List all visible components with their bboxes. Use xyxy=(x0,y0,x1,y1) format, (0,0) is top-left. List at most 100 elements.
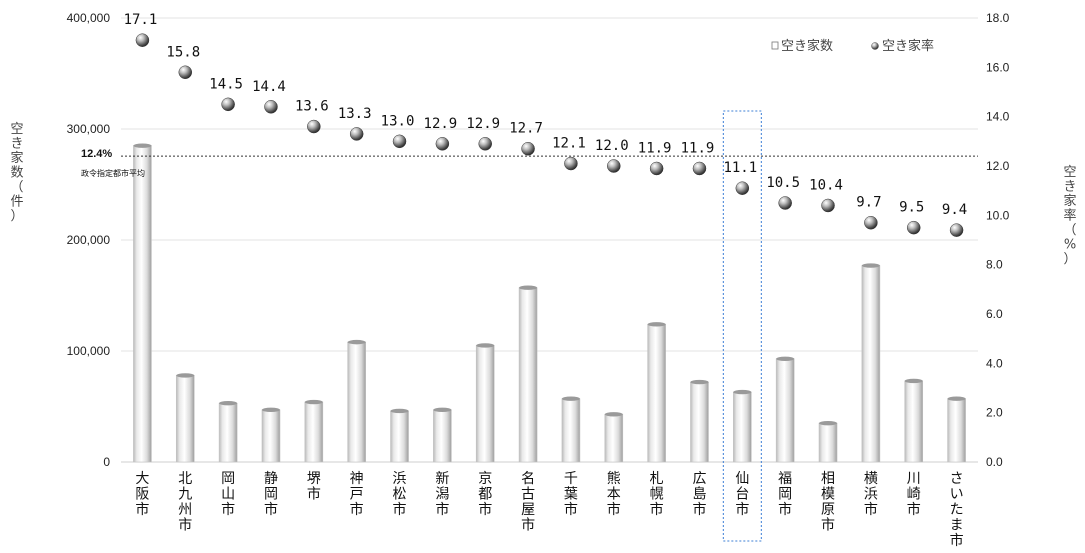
legend-bar-swatch xyxy=(771,41,779,50)
bar-top xyxy=(133,143,152,148)
category-label: 名古屋市 xyxy=(521,471,535,534)
rate-point xyxy=(435,137,450,151)
legend-point-label: 空き家率 xyxy=(882,38,934,54)
axis-labels: 空き家数（件） 空き家率（%） xyxy=(10,122,1076,267)
rate-label: 17.1 xyxy=(124,12,158,28)
rate-label: 12.9 xyxy=(466,116,500,132)
right-axis-title: 空き家率（%） xyxy=(1063,165,1076,267)
rate-point xyxy=(349,127,364,141)
right-tick-label: 8.0 xyxy=(986,258,1003,272)
rate-label: 14.5 xyxy=(209,76,243,92)
grid-lines xyxy=(121,17,978,463)
rate-label: 15.8 xyxy=(166,44,200,60)
right-axis-ticks: 0.0 2.0 4.0 6.0 8.0 10.0 12.0 14.0 16.0 18.0 xyxy=(986,11,1010,469)
bar-top xyxy=(947,396,966,401)
rate-point xyxy=(778,196,792,210)
bar-top xyxy=(690,379,709,385)
bar xyxy=(390,410,409,463)
rate-point xyxy=(221,97,235,112)
category-label: 横浜市 xyxy=(864,471,878,518)
bar xyxy=(604,413,624,463)
point-series xyxy=(135,33,964,237)
category-label: 北九州市 xyxy=(178,471,192,534)
rate-label: 9.4 xyxy=(942,202,967,218)
category-label: 広島市 xyxy=(692,471,706,518)
category-label: 福岡市 xyxy=(778,471,792,518)
category-label: 新潟市 xyxy=(435,471,449,518)
rate-label: 10.5 xyxy=(766,175,800,191)
bar-series xyxy=(133,143,966,463)
rate-label: 12.7 xyxy=(509,121,543,137)
bar xyxy=(347,341,366,463)
bar xyxy=(218,402,238,463)
bar-top xyxy=(304,399,323,405)
rate-point xyxy=(821,198,835,213)
rate-point xyxy=(178,65,193,80)
rate-label: 14.4 xyxy=(252,79,286,95)
category-label: 京都市 xyxy=(478,471,492,518)
category-label: 静岡市 xyxy=(264,471,278,518)
category-label: 川崎市 xyxy=(907,471,921,518)
right-tick-label: 2.0 xyxy=(986,406,1003,420)
rate-point xyxy=(607,159,621,173)
left-tick-label: 300,000 xyxy=(67,122,111,136)
average-caption: 政令指定都市平均 xyxy=(81,168,145,178)
bar xyxy=(175,375,195,463)
bar xyxy=(261,409,281,463)
rate-label: 13.3 xyxy=(338,106,372,122)
bar-top xyxy=(261,407,280,413)
bar-top xyxy=(433,407,452,413)
bar-top xyxy=(176,373,195,378)
rate-point xyxy=(392,134,407,149)
rate-label: 9.7 xyxy=(856,195,881,211)
legend-bar-label: 空き家数 xyxy=(781,38,833,54)
bar xyxy=(133,145,152,463)
left-tick-label: 400,000 xyxy=(67,11,111,25)
category-label: 神戸市 xyxy=(350,471,364,518)
bar xyxy=(690,381,709,463)
right-tick-label: 10.0 xyxy=(986,208,1010,222)
category-label: 熊本市 xyxy=(607,471,621,518)
rate-point xyxy=(649,161,664,176)
rate-label: 11.9 xyxy=(638,140,672,156)
rate-label: 12.9 xyxy=(424,116,458,132)
bar xyxy=(775,358,795,463)
bar-top xyxy=(819,420,838,426)
rate-label: 13.6 xyxy=(295,99,329,115)
bar-top xyxy=(904,378,923,384)
right-tick-label: 14.0 xyxy=(986,110,1010,124)
right-tick-label: 0.0 xyxy=(986,455,1003,469)
category-labels: 大阪市 北九州市 岡山市 静岡市 堺市 神戸市 浜松市 新潟市 京都市 名古屋市 千葉市 熊本市 札幌市… xyxy=(135,471,963,549)
bar xyxy=(733,391,752,463)
right-tick-label: 18.0 xyxy=(986,11,1010,25)
right-tick-label: 6.0 xyxy=(986,307,1003,321)
rate-point xyxy=(135,33,150,47)
rate-point xyxy=(521,141,535,156)
category-label: 相模原市 xyxy=(821,471,835,534)
category-label: 千葉市 xyxy=(564,471,578,518)
category-label: 仙台市 xyxy=(735,471,749,518)
bar-top xyxy=(776,356,795,361)
left-tick-label: 0 xyxy=(103,455,110,469)
rate-label: 11.9 xyxy=(681,140,715,156)
bar xyxy=(947,398,966,463)
average-value-label: 12.4% xyxy=(81,148,112,160)
bar-top xyxy=(861,263,880,268)
rate-label: 11.1 xyxy=(723,160,757,176)
bar-top xyxy=(733,389,752,395)
right-tick-label: 12.0 xyxy=(986,159,1010,173)
reference-line: 12.4% 政令指定都市平均 xyxy=(81,148,978,178)
category-label: 堺市 xyxy=(307,471,321,503)
rate-point xyxy=(692,161,707,176)
left-axis-ticks: 0 100,000 200,000 300,000 400,000 xyxy=(67,11,111,469)
category-label: 浜松市 xyxy=(393,471,407,518)
bar xyxy=(818,422,838,463)
category-label: 札幌市 xyxy=(650,471,664,518)
left-axis-title: 空き家数（件） xyxy=(10,122,23,224)
bar-top xyxy=(561,396,580,401)
bar-top xyxy=(219,400,238,406)
bar-top xyxy=(390,408,409,414)
bar xyxy=(518,287,538,463)
rate-label: 9.5 xyxy=(899,200,924,216)
